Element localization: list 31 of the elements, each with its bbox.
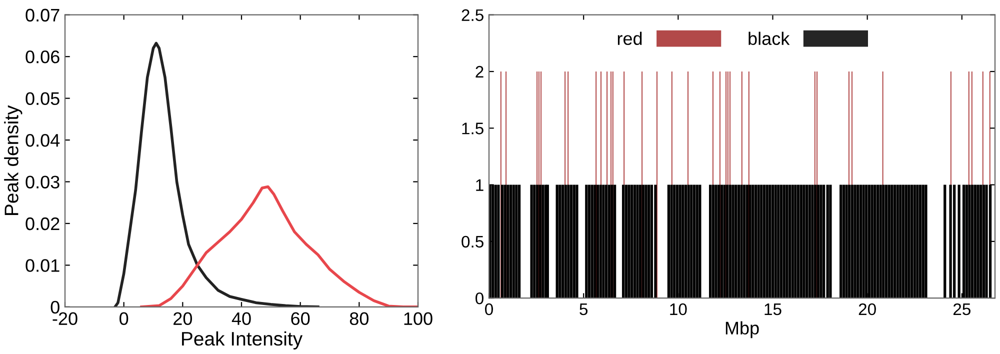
y-tick-label: 2.5 (462, 9, 484, 22)
x-tick-label: 40 (232, 312, 251, 326)
x-tick-label: 20 (858, 303, 876, 316)
x-tick-label: 0 (120, 312, 128, 326)
x-tick-label: 100 (404, 312, 432, 326)
y-tick-label: 1.5 (462, 122, 484, 134)
y-tick-label: 0.05 (26, 92, 60, 106)
x-tick-label: 25 (953, 303, 970, 316)
y-tick-label: 0.5 (462, 236, 484, 248)
legend-label: black (748, 32, 790, 46)
y-tick-label: 0 (476, 292, 484, 304)
x-axis-title: Mbp (726, 321, 759, 338)
y-tick-label: 2 (476, 66, 484, 78)
y-tick-label: 0.04 (26, 134, 60, 147)
x-tick-label: 5 (580, 304, 588, 316)
y-tick-label: 0.02 (26, 217, 60, 230)
y-tick-label: 0.01 (26, 259, 60, 272)
y-tick-label: 0.07 (26, 8, 60, 22)
y-tick-label: 1 (476, 179, 484, 191)
x-tick-label: 80 (350, 312, 369, 326)
x-tick-label: 10 (670, 303, 687, 316)
y-tick-label: 0.03 (26, 176, 60, 188)
x-tick-label: -20 (52, 312, 78, 326)
x-tick-label: 0 (485, 303, 493, 316)
y-tick-label: 0.06 (26, 50, 60, 64)
legend-label: red (618, 32, 642, 46)
x-tick-label: 20 (174, 312, 192, 326)
x-tick-label: 15 (764, 304, 782, 316)
x-tick-label: 60 (291, 312, 310, 326)
y-axis-title: Peak density (4, 105, 22, 215)
x-axis-title: Peak Intensity (182, 331, 303, 350)
